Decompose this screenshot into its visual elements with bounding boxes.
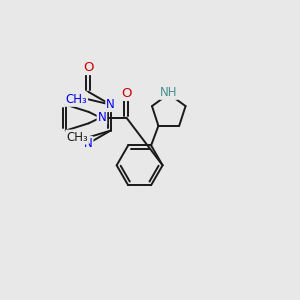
Text: NH: NH — [160, 86, 178, 99]
Text: O: O — [83, 61, 93, 74]
Text: CH₃: CH₃ — [65, 93, 87, 106]
Text: CH₃: CH₃ — [66, 130, 88, 143]
Text: N: N — [106, 98, 115, 111]
Text: O: O — [121, 87, 132, 100]
Text: N: N — [84, 137, 92, 150]
Text: N: N — [98, 111, 106, 124]
